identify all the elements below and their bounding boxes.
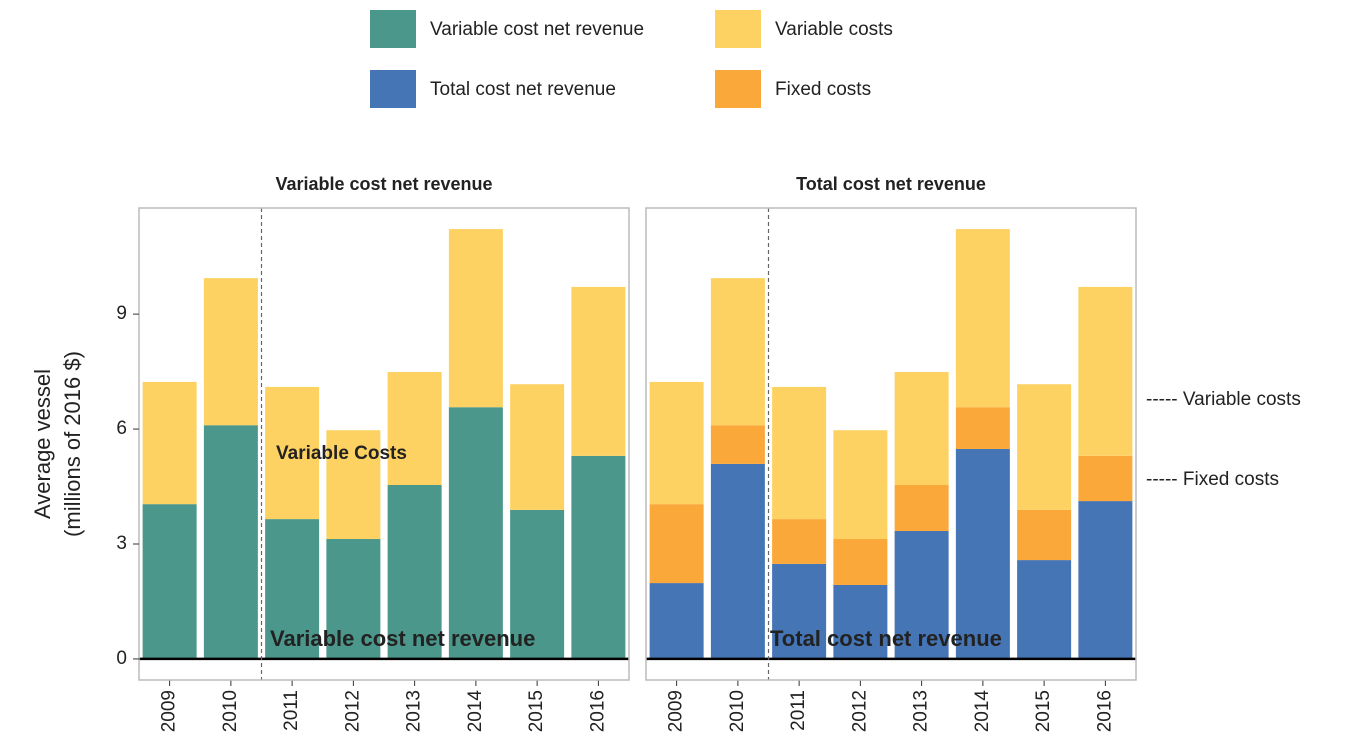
annotation: Variable Costs [276, 443, 407, 464]
bar-segment [265, 519, 320, 659]
bar-segment [710, 278, 765, 426]
x-tick-label: 2010 [220, 690, 241, 732]
annotation: Total cost net revenue [770, 626, 1002, 651]
y-tick-label: 3 [116, 533, 127, 554]
bar-segment [1017, 509, 1072, 561]
bar-segment [649, 504, 704, 584]
bar-segment [955, 448, 1010, 659]
bar-segment [649, 583, 704, 659]
bar-segment [710, 425, 765, 464]
bar-segment [955, 407, 1010, 449]
bar-segment [571, 286, 626, 456]
bar-segment [326, 430, 381, 540]
x-tick-label: 2015 [1033, 690, 1054, 732]
panel-border [645, 207, 1137, 681]
bar-segment [571, 455, 626, 659]
legend-key [370, 10, 416, 48]
y-axis-label: Average vessel [30, 369, 55, 519]
side-note: ----- Fixed costs [1146, 469, 1279, 490]
legend-key [715, 10, 761, 48]
bar-segment [203, 278, 258, 426]
bar-segment [142, 381, 197, 505]
x-tick-label: 2012 [849, 690, 870, 732]
bar-segment [203, 425, 258, 659]
y-tick-label: 6 [116, 418, 127, 439]
bar-segment [955, 229, 1010, 408]
panel-border [138, 207, 630, 681]
x-tick-label: 2009 [666, 690, 687, 732]
bar-segment [833, 539, 888, 585]
x-tick-label: 2014 [972, 690, 993, 733]
x-tick-label: 2011 [788, 690, 809, 731]
bar-segment [833, 584, 888, 659]
bar-segment [326, 539, 381, 659]
bar-segment [1078, 455, 1133, 502]
x-tick-label: 2013 [404, 690, 425, 732]
bar-segment [510, 384, 565, 510]
y-axis-label: (millions of 2016 $) [60, 351, 85, 537]
x-tick-label: 2016 [587, 690, 608, 732]
legend-key [370, 70, 416, 108]
bar-segment [710, 463, 765, 659]
bar-segment [448, 229, 503, 408]
annotation: Variable cost net revenue [270, 626, 535, 651]
bar-segment [142, 504, 197, 659]
panel-title: Variable cost net revenue [275, 174, 492, 194]
bar-segment [772, 386, 827, 520]
bar-segment [894, 371, 949, 485]
bar-segment [265, 386, 320, 520]
x-tick-label: 2014 [465, 690, 486, 733]
legend-label: Fixed costs [775, 79, 871, 100]
bar-segment [1078, 501, 1133, 659]
x-tick-label: 2011 [281, 690, 302, 731]
y-tick-label: 9 [116, 303, 127, 324]
bar-segment [772, 519, 827, 564]
legend-label: Total cost net revenue [430, 79, 616, 100]
bar-segment [894, 530, 949, 659]
bar-segment [894, 484, 949, 531]
panel-title: Total cost net revenue [796, 174, 986, 194]
bar-segment [1017, 384, 1072, 510]
bar-segment [1078, 286, 1133, 456]
bar-segment [772, 563, 827, 659]
bar-segment [387, 484, 442, 659]
bar-segment [387, 371, 442, 485]
x-tick-label: 2009 [159, 690, 180, 732]
bar-segment [649, 381, 704, 505]
x-tick-label: 2016 [1094, 690, 1115, 732]
x-tick-label: 2013 [911, 690, 932, 732]
legend-label: Variable costs [775, 19, 893, 40]
y-tick-label: 0 [116, 648, 127, 669]
bar-segment [833, 430, 888, 540]
bar-segment [1017, 560, 1072, 659]
bar-segment [510, 509, 565, 659]
legend-label: Variable cost net revenue [430, 19, 644, 40]
side-note: ----- Variable costs [1146, 389, 1301, 410]
x-tick-label: 2010 [727, 690, 748, 732]
bar-segment [448, 407, 503, 659]
x-tick-label: 2012 [342, 690, 363, 732]
x-tick-label: 2015 [526, 690, 547, 732]
legend-key [715, 70, 761, 108]
